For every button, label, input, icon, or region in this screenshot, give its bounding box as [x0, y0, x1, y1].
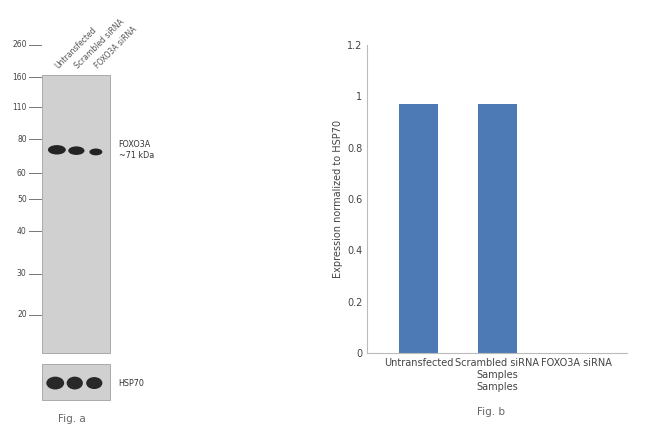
Bar	[478, 104, 517, 353]
Bar	[398, 104, 438, 353]
Y-axis label: Expression normalized to HSP70: Expression normalized to HSP70	[333, 120, 343, 278]
Text: FOXO3A siRNA: FOXO3A siRNA	[93, 25, 138, 71]
Ellipse shape	[48, 145, 66, 155]
Text: Scrambled siRNA: Scrambled siRNA	[73, 18, 126, 71]
Ellipse shape	[68, 146, 84, 155]
Text: 110: 110	[12, 102, 27, 112]
Text: 160: 160	[12, 72, 27, 82]
Text: Fig. b: Fig. b	[476, 407, 505, 417]
Text: 80: 80	[17, 134, 27, 144]
Ellipse shape	[90, 149, 103, 155]
Text: FOXO3A
~71 kDa: FOXO3A ~71 kDa	[118, 140, 154, 160]
Text: HSP70: HSP70	[118, 378, 144, 388]
Text: Untransfected: Untransfected	[54, 26, 99, 71]
FancyBboxPatch shape	[42, 364, 110, 400]
Text: 20: 20	[17, 310, 27, 319]
Text: 60: 60	[17, 169, 27, 178]
Ellipse shape	[46, 377, 64, 389]
Text: 50: 50	[17, 194, 27, 204]
Text: Fig. a: Fig. a	[58, 414, 85, 424]
Ellipse shape	[66, 377, 83, 389]
Text: 40: 40	[17, 226, 27, 236]
Text: 260: 260	[12, 40, 27, 50]
Text: 30: 30	[17, 269, 27, 279]
X-axis label: Samples: Samples	[476, 382, 518, 392]
Ellipse shape	[86, 377, 103, 389]
FancyBboxPatch shape	[42, 75, 110, 353]
